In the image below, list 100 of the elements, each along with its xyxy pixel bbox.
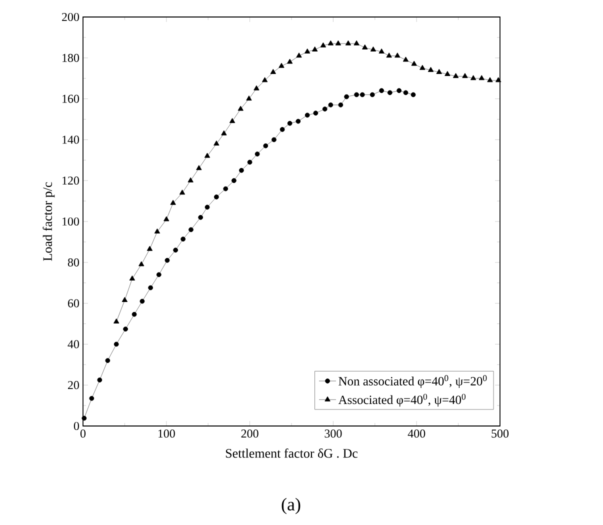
point bbox=[287, 120, 292, 126]
point bbox=[396, 88, 402, 94]
point bbox=[229, 118, 236, 124]
point bbox=[444, 71, 450, 76]
point bbox=[478, 75, 484, 80]
point bbox=[360, 92, 365, 98]
point bbox=[105, 358, 110, 364]
point bbox=[286, 58, 293, 64]
point bbox=[123, 326, 128, 332]
point bbox=[232, 178, 236, 184]
point bbox=[114, 318, 120, 324]
y-tick-label: 200 bbox=[62, 12, 80, 22]
point bbox=[138, 261, 144, 266]
point bbox=[312, 46, 318, 52]
point bbox=[97, 378, 102, 382]
x-tick-label: 500 bbox=[492, 430, 509, 438]
point bbox=[198, 214, 204, 220]
point bbox=[280, 127, 285, 132]
point bbox=[188, 227, 194, 232]
point bbox=[354, 92, 359, 98]
x-tick-label: 400 bbox=[408, 430, 426, 438]
y-tick-label: 60 bbox=[68, 299, 80, 308]
y-tick-label: 0 bbox=[74, 422, 80, 430]
point bbox=[196, 165, 202, 170]
point bbox=[379, 88, 384, 94]
point bbox=[370, 92, 375, 98]
point bbox=[246, 96, 252, 101]
point bbox=[114, 342, 119, 347]
x-axis-title: Settlement factor δG . Dc bbox=[226, 448, 358, 458]
point bbox=[296, 52, 302, 58]
x-tick-label: 100 bbox=[158, 430, 175, 438]
point bbox=[173, 248, 178, 253]
point bbox=[179, 190, 186, 195]
point bbox=[495, 77, 502, 82]
point bbox=[82, 416, 87, 421]
point bbox=[410, 92, 416, 98]
point bbox=[254, 152, 260, 156]
point bbox=[214, 140, 220, 146]
point bbox=[247, 160, 252, 165]
point bbox=[411, 60, 417, 66]
point bbox=[272, 137, 276, 142]
y-tick-label: 80 bbox=[68, 258, 80, 266]
point bbox=[132, 312, 137, 317]
point bbox=[335, 40, 342, 46]
point bbox=[278, 62, 284, 68]
legend-label: Associated φ=40$^{0}$, ψ=40$^{0}$ bbox=[338, 394, 466, 407]
point bbox=[402, 56, 409, 62]
point bbox=[387, 90, 392, 96]
point bbox=[164, 216, 170, 222]
point bbox=[470, 75, 476, 80]
point bbox=[156, 272, 162, 278]
point bbox=[140, 298, 145, 304]
point bbox=[403, 90, 408, 96]
point bbox=[238, 106, 244, 111]
x-tick-label: 200 bbox=[241, 430, 258, 438]
point bbox=[322, 106, 328, 112]
point bbox=[304, 112, 310, 118]
y-tick-label: 160 bbox=[62, 94, 80, 103]
y-tick-label: 20 bbox=[68, 381, 80, 390]
x-tick-label: 300 bbox=[324, 430, 342, 438]
point bbox=[370, 46, 376, 52]
point bbox=[239, 168, 244, 173]
point bbox=[170, 200, 176, 205]
point bbox=[328, 40, 334, 46]
point bbox=[221, 130, 227, 136]
point bbox=[362, 44, 368, 50]
y-tick-label: 120 bbox=[62, 176, 80, 185]
point bbox=[122, 296, 128, 302]
point bbox=[180, 236, 186, 242]
point bbox=[254, 85, 260, 90]
point bbox=[148, 285, 154, 290]
y-tick-label: 140 bbox=[62, 136, 80, 144]
y-tick-label: 180 bbox=[62, 54, 80, 62]
point bbox=[146, 246, 153, 251]
point bbox=[344, 94, 349, 100]
point bbox=[214, 194, 219, 200]
point bbox=[223, 186, 228, 192]
point bbox=[386, 52, 392, 58]
point bbox=[345, 40, 352, 46]
point bbox=[129, 276, 136, 281]
point bbox=[378, 48, 384, 54]
point bbox=[296, 118, 301, 124]
legend-label: Non associated φ=40$^{0}$, ψ=20$^{0}$ bbox=[338, 375, 487, 388]
point bbox=[487, 77, 493, 82]
point bbox=[420, 64, 426, 70]
point bbox=[154, 228, 160, 234]
point bbox=[204, 152, 210, 158]
point bbox=[428, 66, 434, 72]
text: (a) bbox=[282, 498, 300, 514]
point bbox=[164, 258, 170, 263]
x-tick-label: 0 bbox=[80, 430, 86, 438]
point bbox=[89, 396, 94, 401]
point bbox=[270, 68, 276, 74]
point bbox=[188, 177, 194, 182]
point bbox=[394, 52, 400, 58]
point bbox=[263, 143, 268, 148]
point bbox=[204, 204, 210, 210]
point bbox=[338, 102, 344, 108]
y-tick-label: 100 bbox=[62, 217, 80, 226]
point bbox=[436, 68, 442, 74]
